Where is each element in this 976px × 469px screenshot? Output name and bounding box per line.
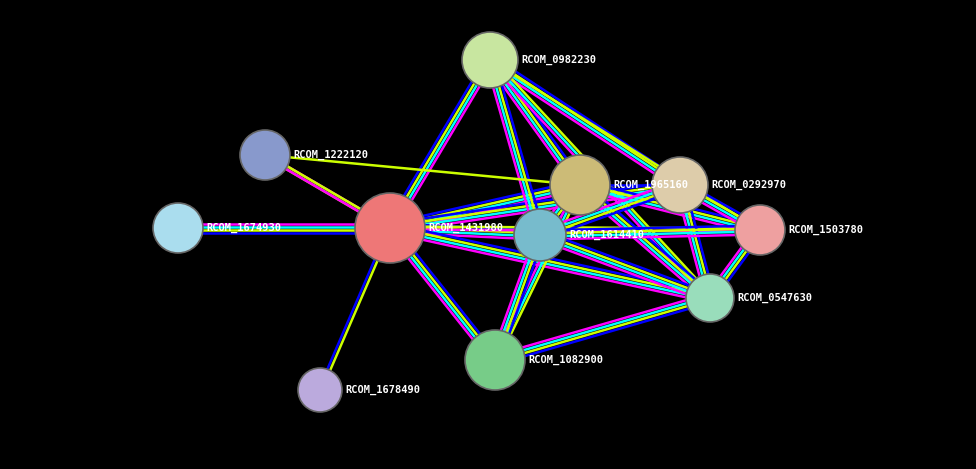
Text: RCOM_1678490: RCOM_1678490 [345, 385, 420, 395]
Text: RCOM_0292970: RCOM_0292970 [711, 180, 786, 190]
Text: RCOM_0982230: RCOM_0982230 [521, 55, 596, 65]
Circle shape [465, 330, 525, 390]
Circle shape [686, 274, 734, 322]
Circle shape [240, 130, 290, 180]
Text: RCOM_1503780: RCOM_1503780 [788, 225, 863, 235]
Text: RCOM_1614410: RCOM_1614410 [569, 230, 644, 240]
Text: RCOM_1965160: RCOM_1965160 [613, 180, 688, 190]
Text: RCOM_1431980: RCOM_1431980 [428, 223, 503, 233]
Circle shape [514, 209, 566, 261]
Circle shape [735, 205, 785, 255]
Circle shape [550, 155, 610, 215]
Text: RCOM_1222120: RCOM_1222120 [293, 150, 368, 160]
Text: RCOM_1082900: RCOM_1082900 [528, 355, 603, 365]
Text: RCOM_1674930: RCOM_1674930 [206, 223, 281, 233]
Circle shape [298, 368, 342, 412]
Circle shape [652, 157, 708, 213]
Circle shape [153, 203, 203, 253]
Text: RCOM_0547630: RCOM_0547630 [737, 293, 812, 303]
Circle shape [355, 193, 425, 263]
Circle shape [462, 32, 518, 88]
